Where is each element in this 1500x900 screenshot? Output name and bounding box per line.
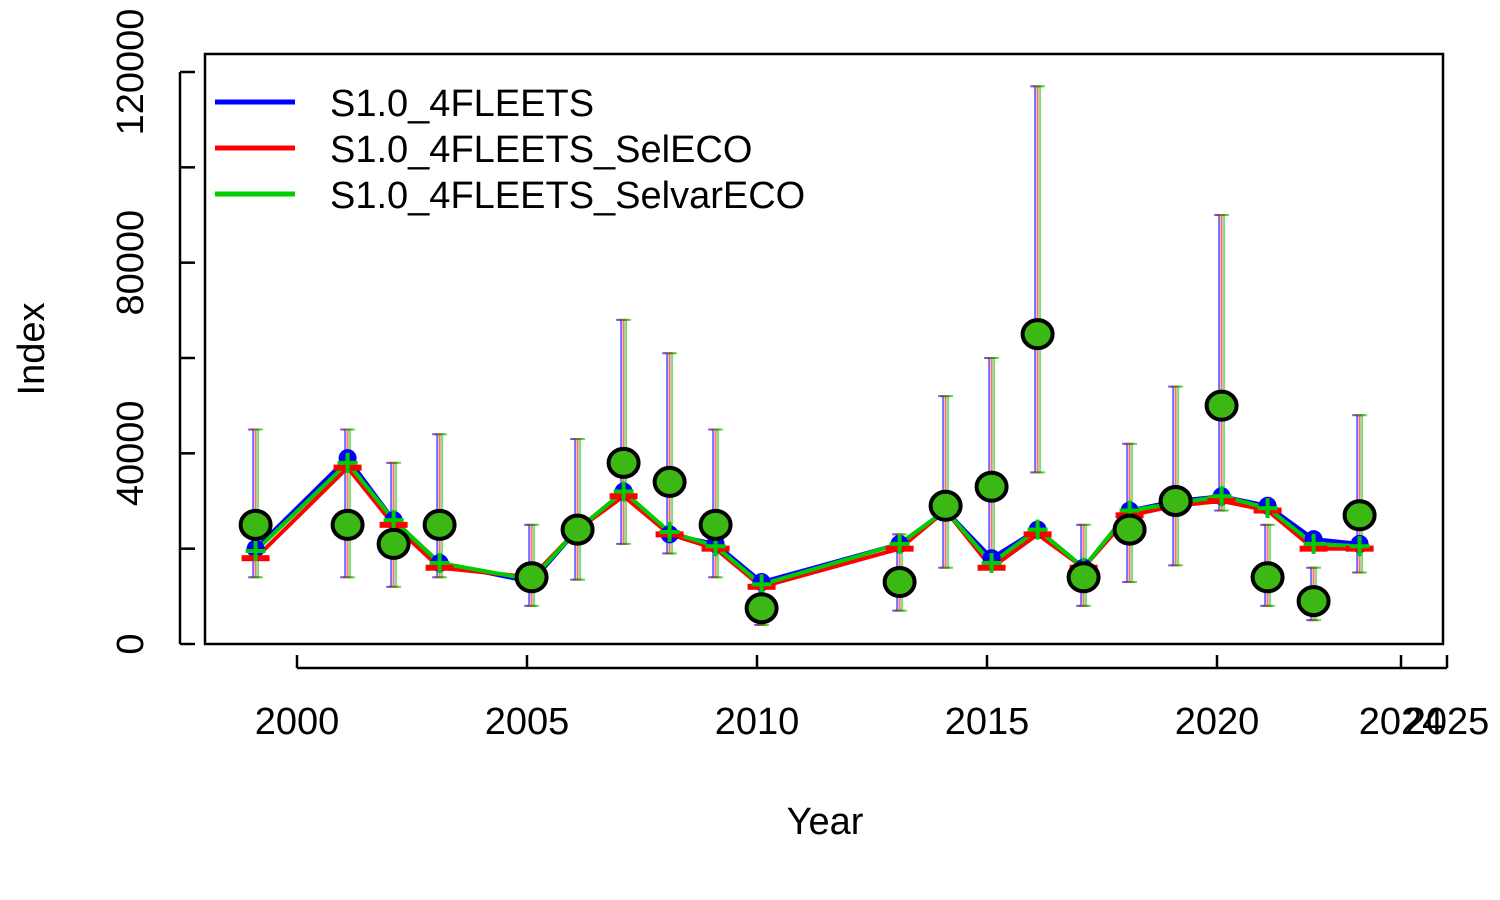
legend: S1.0_4FLEETSS1.0_4FLEETS_SelECOS1.0_4FLE…	[215, 83, 805, 217]
observed-point	[652, 465, 687, 498]
observed-point	[606, 446, 641, 479]
observed-point	[1158, 485, 1193, 517]
series-point	[889, 533, 910, 554]
observed-point	[238, 508, 273, 541]
observed-point	[928, 489, 963, 522]
legend-label: S1.0_4FLEETS_SelECO	[330, 129, 752, 171]
series-line	[254, 456, 1360, 584]
x-tick-label: 2025	[1405, 701, 1490, 743]
y-axis: 0 40000 80000 120000	[110, 9, 195, 655]
series-point	[1027, 519, 1048, 540]
x-tick-label: 2000	[255, 701, 340, 743]
series-point	[1303, 533, 1324, 554]
observed-point	[974, 470, 1009, 503]
observed-point	[422, 508, 457, 541]
y-axis-title: Index	[11, 303, 53, 396]
x-tick-label: 2015	[945, 701, 1030, 743]
x-axis-title: Year	[787, 801, 864, 843]
x-tick-label: 2010	[715, 701, 800, 743]
plot-frame	[203, 52, 1445, 646]
x-tick-label: 2024	[1359, 701, 1444, 743]
series-point	[751, 574, 772, 595]
observed-point	[330, 508, 365, 541]
observed-point	[514, 561, 549, 594]
observed-points	[238, 318, 1377, 625]
observed-point	[1342, 499, 1377, 532]
observed-point	[882, 566, 917, 599]
observed-point	[1112, 513, 1147, 546]
observed-point	[1204, 389, 1239, 422]
legend-label: S1.0_4FLEETS	[330, 83, 594, 125]
y-tick-label: 80000	[110, 210, 152, 316]
series-point	[245, 541, 266, 562]
series-point	[981, 552, 1002, 573]
y-tick-label: 120000	[110, 9, 152, 136]
series-line	[254, 460, 1360, 587]
observed-point	[1296, 585, 1331, 618]
x-tick-label: 2005	[485, 701, 570, 743]
legend-label: S1.0_4FLEETS_SelvarECO	[330, 175, 805, 217]
observed-point	[376, 527, 411, 560]
x-tick-label: 2020	[1175, 701, 1260, 743]
series-point	[429, 552, 450, 573]
observed-point	[560, 513, 595, 546]
y-tick-label: 40000	[110, 400, 152, 506]
series-lines	[254, 456, 1360, 589]
series-point	[1211, 486, 1232, 507]
series-point	[659, 521, 680, 542]
observed-point	[744, 592, 779, 625]
series-point	[1349, 536, 1370, 557]
series-point	[383, 510, 404, 531]
observed-point	[698, 508, 733, 541]
observed-point	[1066, 561, 1101, 594]
series-point	[613, 481, 634, 502]
observed-point	[1020, 318, 1055, 351]
series-point	[337, 452, 358, 473]
series-point	[1257, 498, 1278, 519]
y-tick-label: 0	[110, 633, 152, 654]
observed-point	[1250, 561, 1285, 594]
